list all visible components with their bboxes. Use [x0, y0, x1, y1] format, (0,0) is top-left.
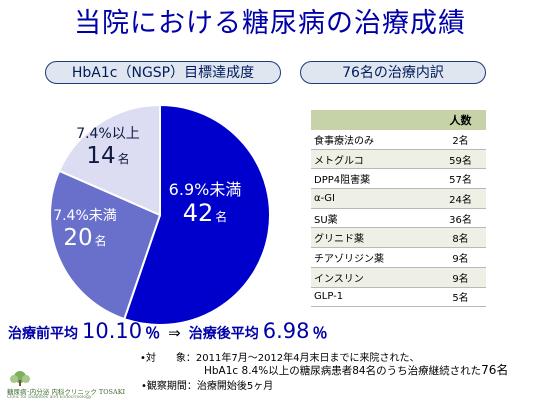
table-row: DPP4阻害薬 57名	[311, 168, 486, 190]
table-row: グリニド薬 8名	[311, 227, 486, 249]
treatment-count: 9名	[435, 247, 486, 268]
slice-label-unit: 名	[94, 233, 107, 248]
after-avg-label: 治療後平均	[188, 326, 259, 342]
treatment-count: 24名	[435, 188, 486, 209]
slice-label-count: 20	[63, 224, 93, 251]
subject-note-count: 76名	[481, 363, 509, 377]
hba1c-heading: HbA1c（NGSP）目標達成度	[45, 61, 281, 84]
table-row: SU薬 36名	[311, 208, 486, 229]
after-avg-value: 6.98	[262, 319, 310, 343]
table-header-blank	[311, 110, 435, 130]
treatment-name: グリニド薬	[311, 227, 435, 249]
treatment-count: 8名	[435, 227, 486, 249]
before-avg-unit: ％	[145, 324, 161, 342]
table-row: GLP-1 5名	[311, 287, 486, 308]
before-avg-label: 治療前平均	[8, 326, 78, 342]
treatment-count: 9名	[435, 267, 486, 288]
subject-note-text: HbA1c 8.4%以上の糖尿病患者84名のうち治療継続された	[204, 365, 482, 377]
treatment-name: GLP-1	[311, 287, 435, 308]
table-row: インスリン 9名	[311, 267, 486, 288]
treatment-name: SU薬	[311, 208, 435, 229]
treatment-name: メトグルコ	[311, 149, 435, 170]
slice-label-pct: 6.9%未満	[168, 180, 242, 199]
table-header-count: 人数	[435, 110, 486, 130]
page-title: 当院における糖尿病の治療成績	[74, 8, 466, 39]
pie-slice-over-7-4	[57, 103, 161, 217]
slice-label-count: 14	[86, 142, 116, 169]
table-row: メトグルコ 59名	[311, 149, 486, 170]
treatment-count: 59名	[435, 149, 486, 170]
treatment-heading: 76名の治療内訳	[300, 61, 486, 84]
slice-label-unit: 名	[117, 151, 130, 166]
treatment-name: 食事療法のみ	[311, 130, 435, 150]
slice-label-unit: 名	[215, 210, 228, 225]
treatment-name: チアゾリジン薬	[311, 247, 435, 268]
slice-label-pct: 7.4%未満	[53, 208, 117, 224]
arrow-icon: ⇒	[168, 324, 181, 342]
slice-label-pct: 7.4%以上	[76, 126, 140, 142]
treatment-name: DPP4阻害薬	[311, 168, 435, 190]
tree-icon	[10, 371, 30, 386]
subject-note: •対 象：2011年7月～2012年4月末日までに来院された、	[140, 353, 420, 364]
treatment-count: 5名	[435, 287, 486, 308]
treatment-count: 2名	[435, 130, 486, 150]
after-avg-unit: ％	[312, 324, 328, 342]
treatment-name: インスリン	[311, 267, 435, 288]
table-row: 食事療法のみ 2名	[311, 130, 486, 150]
treatment-count: 36名	[435, 208, 486, 229]
table-row: α-GI 24名	[311, 188, 486, 209]
table-row: チアゾリジン薬 9名	[311, 247, 486, 268]
average-summary: 治療前平均 10.10 ％ ⇒ 治療後平均 6.98 ％	[8, 316, 328, 346]
slice-label-over-7-4: 7.4%以上 14 名	[68, 126, 148, 170]
clinic-logo: 糖尿病･内分泌 内科クリニック TOSAKI Clinic for Diabet…	[5, 370, 135, 400]
treatment-count: 57名	[435, 168, 486, 190]
clinic-subtitle: Clinic for Diabetes and Endocrinology	[7, 395, 92, 400]
period-note: •観察期間：治療開始後5ヶ月	[141, 381, 274, 392]
before-avg-value: 10.10	[82, 319, 143, 343]
subject-note-cont: HbA1c 8.4%以上の糖尿病患者84名のうち治療継続された76名	[204, 361, 508, 378]
treatment-name: α-GI	[311, 188, 435, 209]
treatment-table: 人数 食事療法のみ 2名 メトグルコ 59名 DPP4阻害薬 57名 α-GI 24名 SU薬 3…	[311, 110, 486, 308]
hba1c-pie-chart	[49, 103, 271, 326]
pie-slice-under-7-4	[49, 169, 162, 321]
slice-label-count: 42	[182, 199, 214, 228]
slice-label-under-6-9: 6.9%未満 42 名	[160, 180, 250, 228]
slice-label-under-7-4: 7.4%未満 20 名	[45, 208, 125, 252]
clinic-name: 糖尿病･内分泌 内科クリニック TOSAKI	[7, 388, 126, 396]
